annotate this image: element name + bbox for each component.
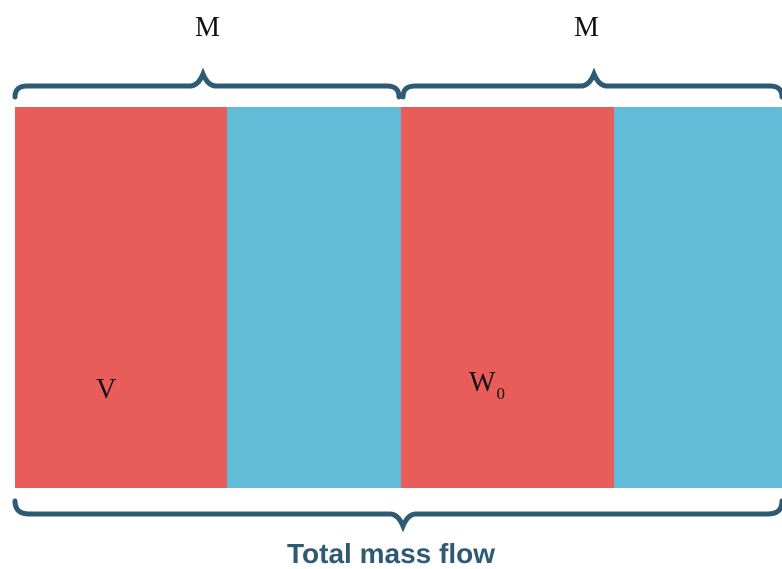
segment-red-2 bbox=[401, 107, 614, 488]
top-left-m-label: M bbox=[195, 12, 220, 43]
w0-label: W0 bbox=[469, 367, 505, 403]
top-right-brace bbox=[400, 67, 782, 100]
bottom-brace bbox=[12, 498, 782, 533]
v-label: V bbox=[96, 374, 117, 405]
top-left-brace bbox=[12, 67, 402, 100]
w0-subscript: 0 bbox=[496, 384, 505, 403]
segment-red-1 bbox=[15, 107, 227, 488]
top-right-m-label: M bbox=[574, 12, 599, 43]
w0-main: W bbox=[469, 367, 496, 398]
segment-blue-1 bbox=[227, 107, 401, 488]
total-mass-flow-caption: Total mass flow bbox=[287, 538, 495, 569]
segment-blue-2 bbox=[614, 107, 782, 488]
